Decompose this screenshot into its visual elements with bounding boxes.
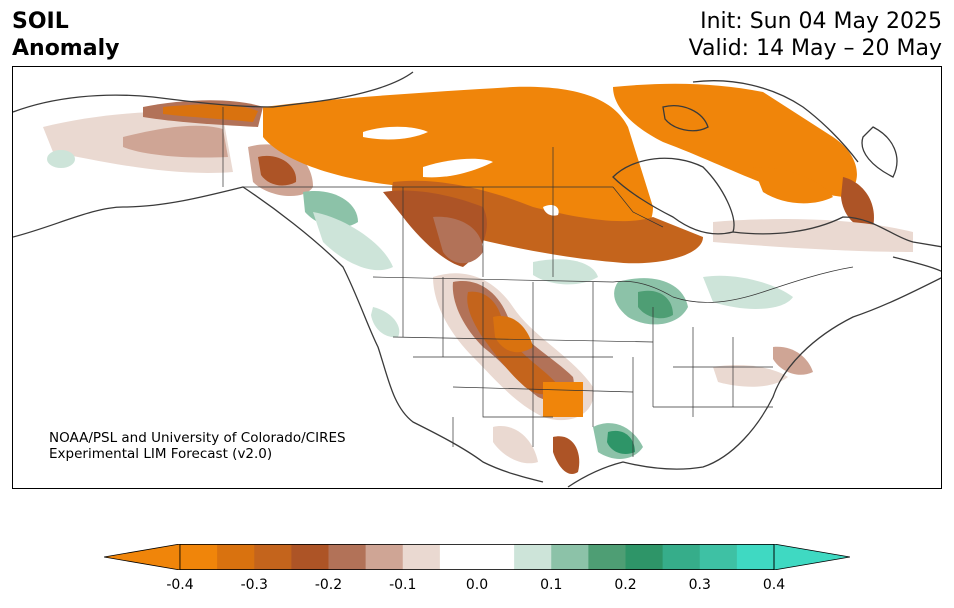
colorbar-tick-label: 0.1 (540, 577, 563, 593)
coastlines (13, 71, 941, 488)
colorbar-segment (328, 544, 367, 570)
colorbar-tick-label: 0.0 (465, 577, 489, 593)
colorbar-segment (625, 544, 664, 570)
colorbar-tick-label: 0.3 (688, 577, 711, 593)
colorbar-tick-label: 0.4 (762, 577, 786, 593)
quantity-label: Anomaly (12, 36, 120, 61)
colorbar-tick-label: -0.3 (240, 577, 268, 593)
colorbar-segment (514, 544, 552, 570)
colorbar-segment (365, 544, 404, 570)
anomaly-map (12, 66, 942, 489)
colorbar (104, 544, 850, 570)
credit-line-1: NOAA/PSL and University of Colorado/CIRE… (49, 430, 346, 446)
colorbar-segment (736, 544, 775, 570)
colorbar-tick-label: 0.2 (614, 577, 637, 593)
date-info: Init: Sun 04 May 2025 Valid: 14 May – 20… (689, 8, 942, 62)
valid-date: Valid: 14 May – 20 May (688, 36, 942, 61)
init-date: Init: Sun 04 May 2025 (700, 9, 942, 34)
variable-label: SOIL (12, 9, 69, 34)
colorbar-segment (588, 544, 626, 570)
colorbar-segment (254, 544, 292, 570)
colorbar-segment (402, 544, 441, 570)
colorbar-segment (291, 544, 329, 570)
lakes (363, 126, 559, 216)
colorbar-segment (477, 544, 515, 570)
map-canvas (13, 71, 941, 488)
credit-line-2: Experimental LIM Forecast (v2.0) (49, 446, 273, 462)
colorbar-segment (217, 544, 255, 570)
credit-text: NOAA/PSL and University of Colorado/CIRE… (49, 430, 346, 462)
map-title: SOIL Anomaly (12, 8, 119, 62)
anomaly-fields (43, 83, 913, 475)
colorbar-segment (439, 544, 478, 570)
borders (222, 107, 854, 457)
colorbar-segment (662, 544, 701, 570)
colorbar-low-extend (104, 544, 181, 570)
colorbar-segment (180, 544, 218, 570)
colorbar-tick-label: -0.4 (166, 577, 194, 593)
colorbar-high-extend (773, 544, 850, 570)
colorbar-tick-label: -0.1 (389, 577, 417, 593)
colorbar-segment (551, 544, 589, 570)
colorbar-segment (699, 544, 738, 570)
colorbar-tick-label: -0.2 (314, 577, 343, 593)
